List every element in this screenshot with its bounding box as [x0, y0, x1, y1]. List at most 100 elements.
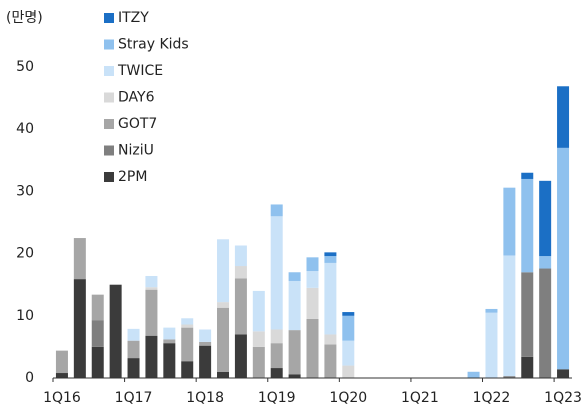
bar-segment	[288, 374, 301, 378]
x-tick-label: 1Q18	[186, 390, 224, 406]
bar-segment	[324, 252, 337, 257]
legend-swatch	[104, 172, 114, 182]
bar-segment	[127, 340, 140, 359]
bar-segment	[557, 86, 570, 148]
bar-segment	[521, 172, 534, 179]
bar-segment	[270, 204, 283, 217]
bar-segment	[127, 358, 140, 378]
bar-segment	[521, 272, 534, 357]
legend-swatch	[104, 66, 114, 76]
legend-label: NiziU	[118, 143, 154, 159]
legend-swatch	[104, 13, 114, 23]
bar-segment	[485, 308, 498, 313]
bar-segment	[145, 287, 158, 290]
x-tick-label: 1Q19	[258, 390, 296, 406]
bar-segment	[163, 339, 176, 344]
y-tick-label: 40	[16, 121, 34, 137]
bar-segment	[324, 334, 337, 345]
bar-segment	[521, 178, 534, 273]
bar-segment	[342, 340, 355, 366]
legend-swatch	[104, 119, 114, 129]
bar-segment	[342, 365, 355, 378]
bar-segment	[485, 312, 498, 378]
bar-segment	[306, 271, 319, 288]
bar-segment	[539, 180, 552, 257]
bar-segment	[288, 272, 301, 281]
bar-segment	[91, 294, 104, 321]
bar-segment	[503, 187, 516, 256]
bar-segment	[252, 346, 265, 378]
bar-segment	[217, 302, 230, 308]
legend-label: 2PM	[118, 169, 147, 185]
bar-segment	[342, 315, 355, 341]
unit-label: (만명)	[6, 10, 43, 26]
bar-segment	[181, 318, 194, 325]
bar-segment	[234, 266, 247, 279]
bar-segment	[539, 268, 552, 378]
bar-segment	[234, 245, 247, 267]
bar-segment	[234, 334, 247, 378]
bar-segment	[324, 256, 337, 263]
y-tick-label: 10	[16, 308, 34, 324]
bar-segment	[163, 343, 176, 378]
legend-label: Stray Kids	[118, 37, 189, 53]
legend-label: TWICE	[117, 63, 163, 79]
bar-segment	[342, 312, 355, 316]
bar-segment	[55, 373, 68, 378]
bar-segment	[181, 361, 194, 378]
bar-segment	[55, 350, 68, 374]
x-tick-label: 1Q16	[43, 390, 81, 406]
bar-segment	[91, 320, 104, 347]
bar-segment	[270, 368, 283, 378]
bar-segment	[557, 369, 570, 378]
bar-segment	[539, 256, 552, 269]
legend-swatch	[104, 92, 114, 103]
legend-label: GOT7	[118, 116, 157, 132]
y-tick-label: 50	[16, 59, 34, 75]
bar-segment	[127, 328, 140, 341]
bar-segment	[163, 327, 176, 340]
x-tick-label: 1Q20	[329, 390, 367, 406]
bar-segment	[324, 344, 337, 378]
bar-segment	[199, 345, 212, 378]
x-tick-label: 1Q17	[115, 390, 153, 406]
bar-segment	[306, 287, 319, 319]
x-tick-label: 1Q23	[544, 390, 582, 406]
bar-segment	[270, 329, 283, 344]
bar-segment	[521, 356, 534, 378]
y-tick-label: 30	[16, 183, 34, 199]
bar-segment	[467, 371, 480, 378]
bar-segment	[306, 318, 319, 378]
x-tick-label: 1Q22	[473, 390, 511, 406]
legend-swatch	[104, 39, 114, 50]
bar-segment	[324, 262, 337, 335]
bar-segment	[306, 257, 319, 272]
bar-segment	[199, 329, 212, 342]
y-tick-label: 20	[16, 246, 34, 262]
bar-segment	[270, 343, 283, 369]
bar-segment	[181, 327, 194, 362]
bar-segment	[199, 341, 212, 346]
bar-segment	[288, 330, 301, 375]
bar-segment	[503, 255, 516, 377]
bar-segment	[145, 335, 158, 378]
bar-segment	[73, 279, 86, 378]
bar-segment	[217, 239, 230, 303]
bar-segment	[145, 275, 158, 288]
bar-segment	[73, 238, 86, 280]
bar-segment	[503, 376, 516, 378]
bar-segment	[109, 284, 122, 378]
x-tick-label: 1Q21	[401, 390, 439, 406]
legend-swatch	[104, 145, 114, 156]
bar-segment	[557, 147, 570, 370]
bar-segment	[91, 346, 104, 378]
bar-segment	[288, 280, 301, 331]
bar-segment	[181, 324, 194, 328]
bar-segment	[252, 290, 265, 332]
bar-segment	[217, 371, 230, 378]
bar-segment	[270, 216, 283, 330]
legend-label: DAY6	[118, 90, 155, 106]
y-tick-label: 0	[25, 370, 34, 386]
legend-label: ITZY	[118, 10, 149, 26]
